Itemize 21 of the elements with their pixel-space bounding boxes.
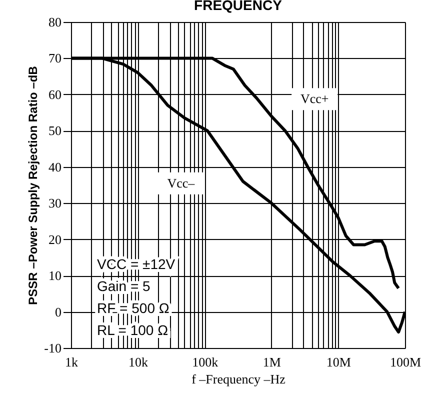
y-tick-label: 80 <box>48 14 62 30</box>
y-tick-label: 30 <box>48 196 62 211</box>
x-tick-label: 10k <box>128 354 149 370</box>
x-tick-label: 10M <box>326 354 352 370</box>
y-tick-label: 50 <box>48 123 62 138</box>
text: Vcc+ <box>300 91 329 106</box>
y-axis-title: PSSR –Power Supply Rejection Ratio –dB <box>26 66 40 305</box>
x-tick-label: 1M <box>262 354 282 370</box>
y-tick-label: 70 <box>48 50 62 66</box>
x-tick-label: 1k <box>65 354 78 370</box>
y-tick-label: 60 <box>48 86 62 102</box>
y-tick-label: 40 <box>48 159 62 174</box>
x-tick-label: 100k <box>192 354 219 370</box>
x-tick-label: 100M <box>390 354 422 370</box>
x-axis-title: f –Frequency –Hz <box>192 372 286 386</box>
text: Vcc– <box>167 175 196 190</box>
y-tick-label: 20 <box>48 232 62 247</box>
y-tick-label: 0 <box>55 304 62 320</box>
y-tick-label: 10 <box>48 268 62 284</box>
chart-title: FREQUENCY <box>194 0 283 13</box>
y-tick-label: -10 <box>44 340 62 356</box>
